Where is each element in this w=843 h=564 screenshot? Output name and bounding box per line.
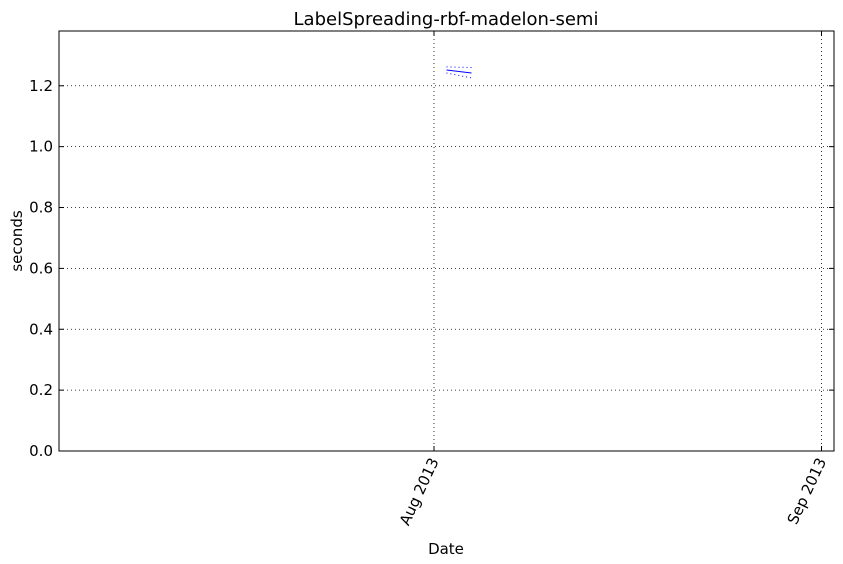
plot-frame — [58, 30, 835, 452]
x-tick-label: Sep 2013 — [784, 455, 830, 527]
series-line — [446, 69, 472, 74]
plot-series — [446, 66, 472, 79]
y-tick-label: 0.0 — [29, 442, 53, 460]
y-tick-label: 1.2 — [29, 77, 53, 95]
series-bound-line — [446, 72, 472, 79]
y-tick-label: 0.8 — [29, 199, 53, 217]
x-axis-label: Date — [428, 540, 464, 558]
x-tick-label: Aug 2013 — [396, 455, 443, 528]
series-bound-line — [446, 66, 472, 68]
chart-title: LabelSpreading-rbf-madelon-semi — [294, 9, 599, 30]
y-axis-label: seconds — [8, 210, 26, 271]
y-tick-label: 0.6 — [29, 259, 53, 277]
axis-ticks: 0.0 0.2 0.4 0.6 0.8 1.0 1.2 Aug 2013 Sep 2013 — [29, 31, 834, 528]
y-tick-label: 0.2 — [29, 381, 53, 399]
y-tick-label: 0.4 — [29, 320, 53, 338]
y-tick-label: 1.0 — [29, 138, 53, 156]
grid — [59, 31, 834, 452]
